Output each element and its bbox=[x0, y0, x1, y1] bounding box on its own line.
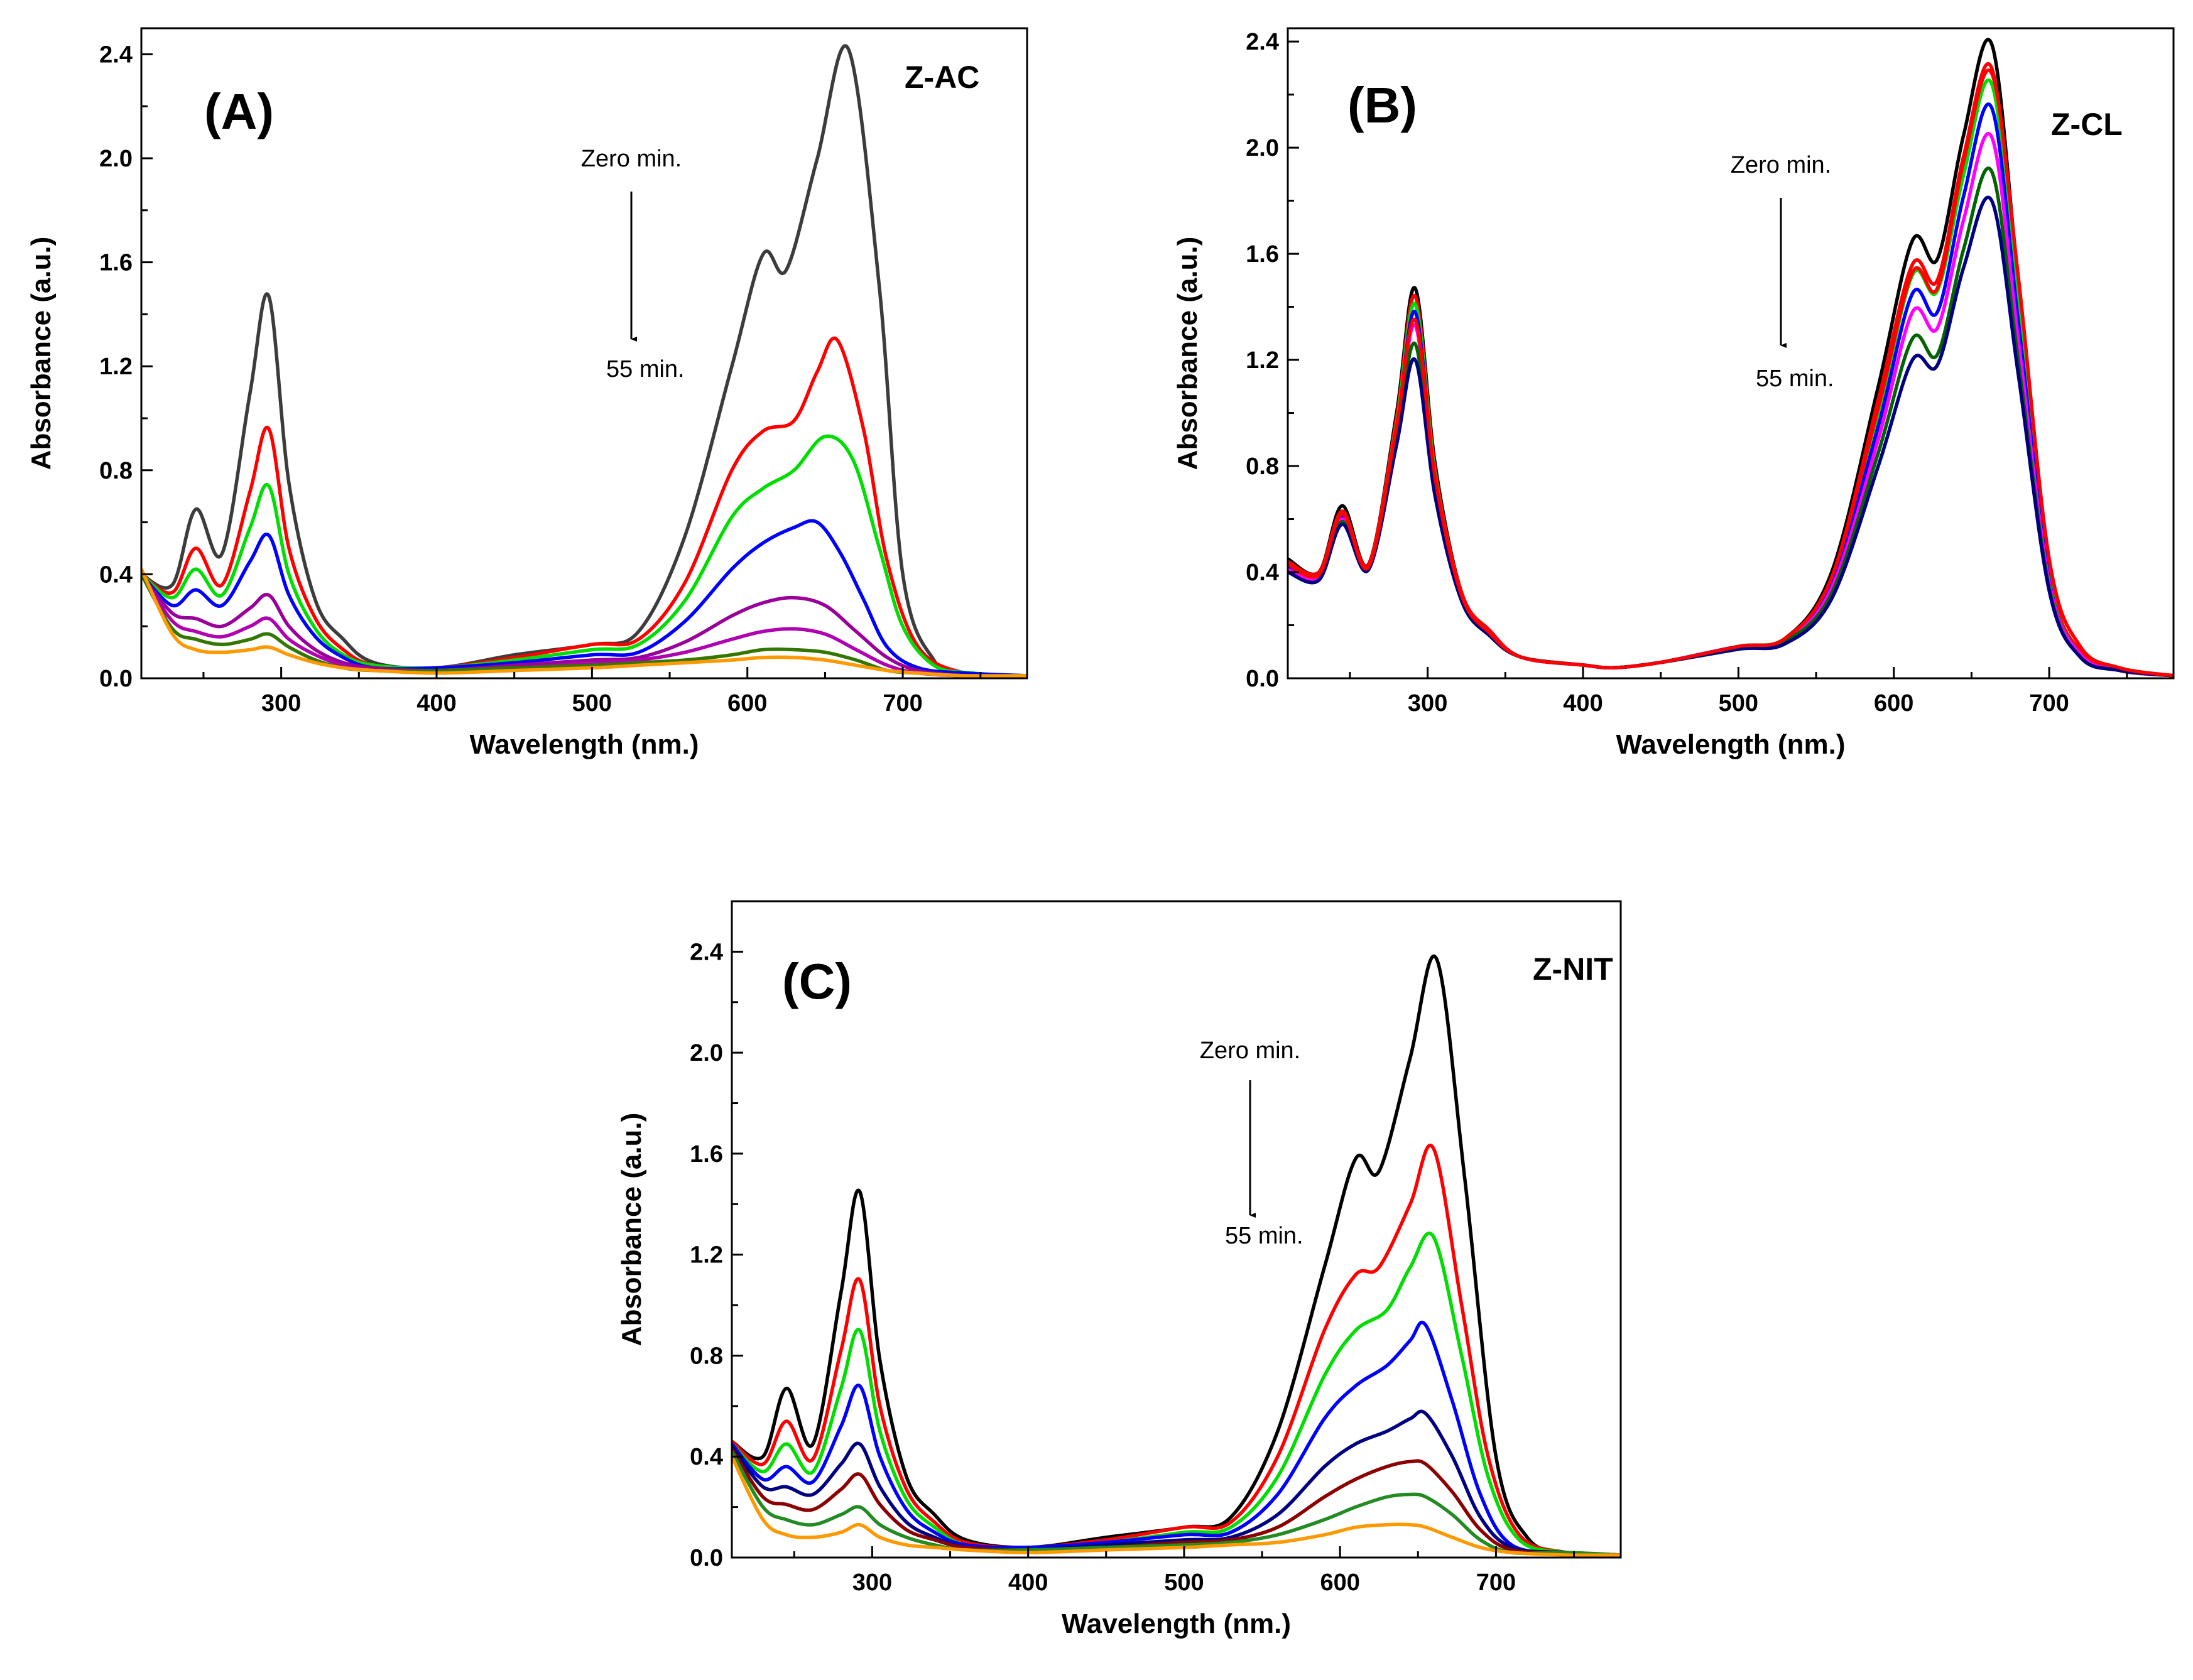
annotation-start: Zero min. bbox=[1200, 1038, 1300, 1064]
series-line-0 bbox=[141, 44, 1027, 678]
series-line-6 bbox=[1288, 195, 2174, 678]
x-tick-label: 300 bbox=[1408, 690, 1447, 717]
panel-z-nit: 300 400 500 600 700 0.0 0.4 0.8 1.2 1.6 2.0 2.4 Wave… bbox=[616, 900, 1622, 1639]
sample-label: Z-AC bbox=[905, 60, 979, 95]
series-group bbox=[141, 44, 1027, 678]
x-tick-label: 700 bbox=[883, 690, 922, 717]
series-line-7 bbox=[141, 567, 1027, 678]
panel-label: (C) bbox=[782, 953, 852, 1009]
y-tick-label: 0.4 bbox=[690, 1444, 723, 1470]
x-tick-label: 500 bbox=[1164, 1569, 1204, 1596]
y-tick-label: 1.2 bbox=[690, 1242, 723, 1269]
annotation-end: 55 min. bbox=[606, 356, 685, 382]
series-line-2 bbox=[732, 1231, 1621, 1557]
series-group bbox=[1288, 38, 2174, 678]
sample-label: Z-NIT bbox=[1533, 951, 1613, 987]
x-tick-label: 500 bbox=[572, 690, 612, 717]
x-axis-title: Wavelength (nm.) bbox=[469, 729, 699, 760]
panel-label: (B) bbox=[1347, 77, 1417, 133]
y-tick-label: 1.2 bbox=[1246, 347, 1279, 374]
y-tick-label: 2.0 bbox=[690, 1040, 723, 1066]
panel-label: (A) bbox=[204, 84, 274, 139]
panel-z-cl: 300 400 500 600 700 0.0 0.4 0.8 1.2 1.6 2.0 2.4 Wave… bbox=[1172, 27, 2175, 760]
plot-frame bbox=[731, 900, 1622, 1559]
y-tick-label: 0.8 bbox=[1246, 453, 1279, 480]
x-tick-label: 400 bbox=[416, 690, 456, 717]
plot-frame bbox=[1287, 27, 2175, 680]
series-line-2 bbox=[141, 434, 1027, 678]
x-axis-title: Wavelength (nm.) bbox=[1062, 1608, 1291, 1639]
annotation-end: 55 min. bbox=[1225, 1223, 1303, 1249]
y-tick-label: 1.6 bbox=[690, 1141, 723, 1168]
x-tick-label: 400 bbox=[1008, 1569, 1048, 1596]
sample-label: Z-CL bbox=[2051, 107, 2123, 142]
series-line-3 bbox=[732, 1320, 1621, 1557]
series-line-6 bbox=[141, 572, 1027, 678]
x-tick-label: 600 bbox=[1874, 690, 1913, 717]
y-tick-label: 0.0 bbox=[690, 1545, 723, 1571]
y-tick-label: 2.4 bbox=[690, 939, 723, 965]
series-line-6 bbox=[732, 1450, 1621, 1557]
y-axis-title: Absorbance (a.u.) bbox=[616, 1113, 647, 1347]
annotation-end: 55 min. bbox=[1756, 366, 1834, 392]
x-tick-label: 400 bbox=[1563, 690, 1603, 717]
plot-frame bbox=[140, 27, 1028, 680]
y-axis-title: Absorbance (a.u.) bbox=[26, 237, 57, 470]
y-tick-label: 1.6 bbox=[99, 250, 133, 276]
annotation-start: Zero min. bbox=[1731, 152, 1831, 178]
y-tick-label: 0.4 bbox=[99, 561, 133, 588]
y-tick-label: 2.0 bbox=[99, 146, 133, 172]
series-line-1 bbox=[141, 337, 1027, 678]
y-tick-label: 0.0 bbox=[1246, 666, 1279, 692]
panel-z-ac: 300 400 500 600 700 0.0 0.4 0.8 1.2 1.6 2.0 2.4 Wave… bbox=[26, 27, 1028, 760]
y-tick-label: 2.4 bbox=[1246, 29, 1279, 55]
y-tick-label: 0.0 bbox=[99, 666, 133, 692]
annotation-start: Zero min. bbox=[581, 146, 682, 172]
series-line-5 bbox=[1288, 166, 2174, 678]
y-axis-title: Absorbance (a.u.) bbox=[1172, 237, 1203, 470]
x-tick-label: 600 bbox=[1320, 1569, 1359, 1596]
series-line-7 bbox=[1288, 68, 2174, 678]
x-tick-label: 300 bbox=[852, 1569, 892, 1596]
series-group bbox=[732, 954, 1621, 1558]
series-line-0 bbox=[732, 954, 1621, 1557]
series-line-1 bbox=[732, 1144, 1621, 1557]
y-tick-label: 2.0 bbox=[1246, 135, 1279, 161]
x-axis-title: Wavelength (nm.) bbox=[1616, 729, 1845, 760]
x-tick-label: 500 bbox=[1719, 690, 1758, 717]
x-tick-label: 700 bbox=[1476, 1569, 1516, 1596]
x-tick-label: 300 bbox=[261, 690, 301, 717]
x-tick-label: 600 bbox=[727, 690, 767, 717]
series-line-5 bbox=[732, 1447, 1621, 1557]
y-tick-label: 0.8 bbox=[690, 1343, 723, 1369]
series-line-3 bbox=[141, 519, 1027, 678]
y-tick-label: 0.8 bbox=[99, 458, 133, 484]
x-tick-label: 700 bbox=[2029, 690, 2069, 717]
y-tick-label: 1.6 bbox=[1246, 241, 1279, 268]
series-line-4 bbox=[141, 572, 1027, 678]
series-line-7 bbox=[732, 1455, 1621, 1558]
y-tick-label: 2.4 bbox=[99, 41, 133, 68]
y-tick-label: 1.2 bbox=[99, 354, 133, 380]
series-line-4 bbox=[732, 1409, 1621, 1557]
series-line-4 bbox=[1288, 131, 2174, 678]
y-tick-label: 0.4 bbox=[1246, 560, 1279, 586]
